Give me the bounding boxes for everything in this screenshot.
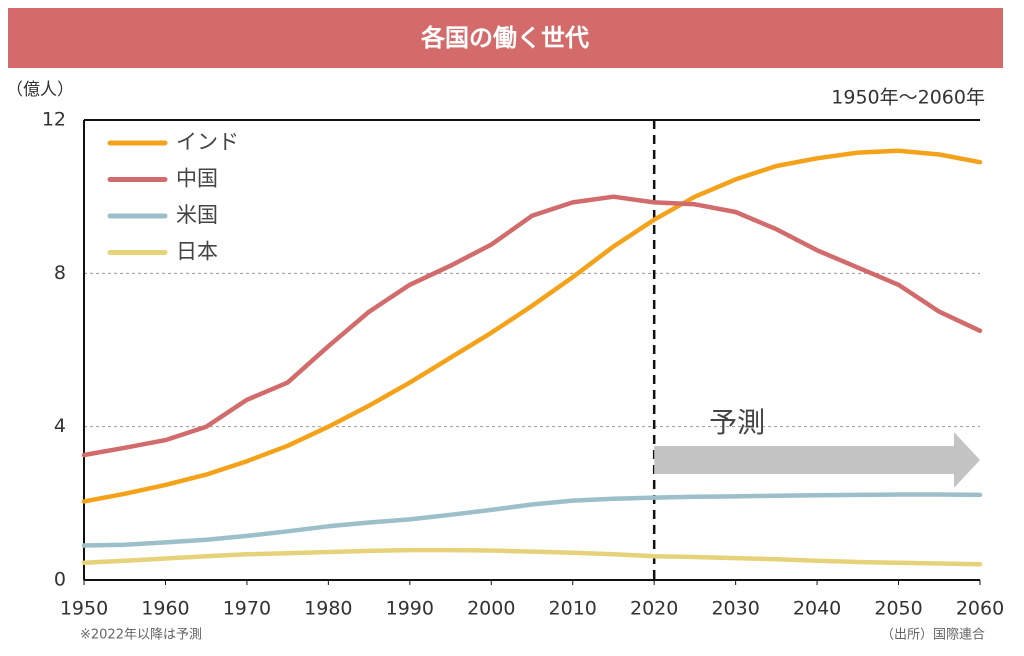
legend-label: インド — [176, 130, 239, 154]
x-tick-label: 2060 — [956, 598, 1004, 620]
y-tick-label: 8 — [54, 262, 66, 284]
chart-subtitle: 1950年〜2060年 — [831, 87, 985, 109]
chart-title: 各国の働く世代 — [420, 24, 589, 52]
forecast-arrow — [654, 432, 980, 488]
series-line — [81, 194, 983, 458]
legend-label: 米国 — [176, 203, 218, 227]
x-tick-label: 2050 — [874, 598, 922, 620]
series-line — [81, 547, 983, 567]
x-tick-label: 1990 — [386, 598, 434, 620]
series-line — [81, 492, 983, 548]
y-axis-label: （億人） — [6, 80, 74, 100]
footnote: ※2022年以降は予測 — [80, 628, 202, 643]
x-tick-label: 2010 — [549, 598, 597, 620]
y-tick-label: 4 — [54, 415, 66, 437]
y-tick-label: 12 — [42, 109, 66, 131]
y-tick-label: 0 — [54, 569, 66, 591]
x-tick-label: 1960 — [141, 598, 189, 620]
series-line — [81, 148, 983, 504]
x-tick-label: 2030 — [711, 598, 759, 620]
legend-label: 中国 — [176, 167, 218, 191]
x-tick-label: 2020 — [630, 598, 678, 620]
forecast-label: 予測 — [709, 406, 765, 439]
x-tick-label: 2000 — [467, 598, 515, 620]
x-tick-label: 1980 — [304, 598, 352, 620]
x-tick-label: 1950 — [60, 598, 108, 620]
source: （出所）国際連合 — [881, 628, 985, 643]
x-tick-label: 1970 — [223, 598, 271, 620]
legend-label: 日本 — [176, 240, 218, 264]
title-banner — [8, 8, 1003, 68]
x-tick-label: 2040 — [793, 598, 841, 620]
